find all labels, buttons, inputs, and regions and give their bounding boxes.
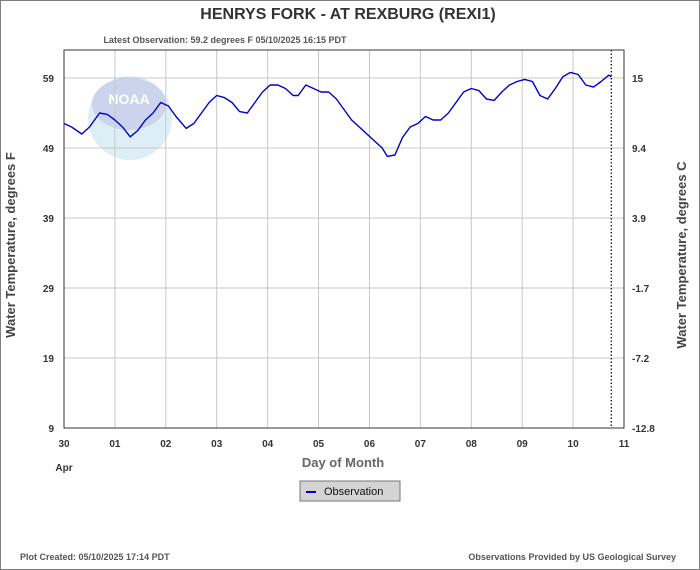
noaa-logo-text: NOAA xyxy=(108,91,149,107)
y-tick-label-right: -12.8 xyxy=(632,424,655,435)
y-tick-label-left: 9 xyxy=(48,424,54,435)
x-tick-label: 09 xyxy=(517,439,529,450)
plot-border xyxy=(63,49,625,429)
legend-label-observation: Observation xyxy=(324,486,383,498)
y-tick-label-right: -7.2 xyxy=(632,354,650,365)
series-layer xyxy=(63,71,612,158)
x-tick-label: 06 xyxy=(364,439,376,450)
x-tick-label: 05 xyxy=(313,439,325,450)
x-axis-month-label: Apr xyxy=(55,463,72,474)
x-tick-label: 30 xyxy=(58,439,70,450)
footer-plot-created: Plot Created: 05/10/2025 17:14 PDT xyxy=(20,552,170,562)
series-line-observation xyxy=(63,71,612,158)
x-tick-label: 11 xyxy=(619,439,630,450)
x-axis-title: Day of Month xyxy=(302,455,384,470)
legend-box xyxy=(299,480,401,502)
grid-lines xyxy=(64,50,624,428)
x-tick-label: 04 xyxy=(262,439,274,450)
y-tick-label-right: 15 xyxy=(632,74,644,85)
y-tick-label-right: 3.9 xyxy=(632,214,646,225)
y-tick-label-left: 39 xyxy=(43,214,55,225)
x-tick-label: 03 xyxy=(211,439,223,450)
x-tick-label: 10 xyxy=(568,439,580,450)
y-axis-right-title: Water Temperature, degrees C xyxy=(674,161,689,349)
chart-title: HENRYS FORK - AT REXBURG (REXI1) xyxy=(200,6,495,23)
y-tick-label-left: 59 xyxy=(43,74,55,85)
x-tick-label: 02 xyxy=(160,439,172,450)
chart-subtitle: Latest Observation: 59.2 degrees F 05/10… xyxy=(103,35,347,45)
y-axis-left-ticks: 59 49 39 29 19 9 xyxy=(43,74,55,435)
y-axis-left-title: Water Temperature, degrees F xyxy=(3,152,18,338)
y-tick-label-right: 9.4 xyxy=(632,144,646,155)
x-tick-label: 07 xyxy=(415,439,427,450)
legend: Observation xyxy=(299,480,401,502)
y-tick-label-right: -1.7 xyxy=(632,284,650,295)
x-tick-label: 01 xyxy=(109,439,121,450)
noaa-watermark-logo: NOAA xyxy=(88,76,172,160)
y-tick-label-left: 29 xyxy=(43,284,55,295)
footer-source-credit: Observations Provided by US Geological S… xyxy=(468,552,676,562)
y-tick-label-left: 49 xyxy=(43,144,55,155)
x-tick-label: 08 xyxy=(466,439,478,450)
x-axis-ticks: 30 01 02 03 04 05 06 07 08 09 10 11 xyxy=(58,439,629,450)
y-axis-right-ticks: 15 9.4 3.9 -1.7 -7.2 -12.8 xyxy=(632,74,655,435)
y-tick-label-left: 19 xyxy=(43,354,55,365)
